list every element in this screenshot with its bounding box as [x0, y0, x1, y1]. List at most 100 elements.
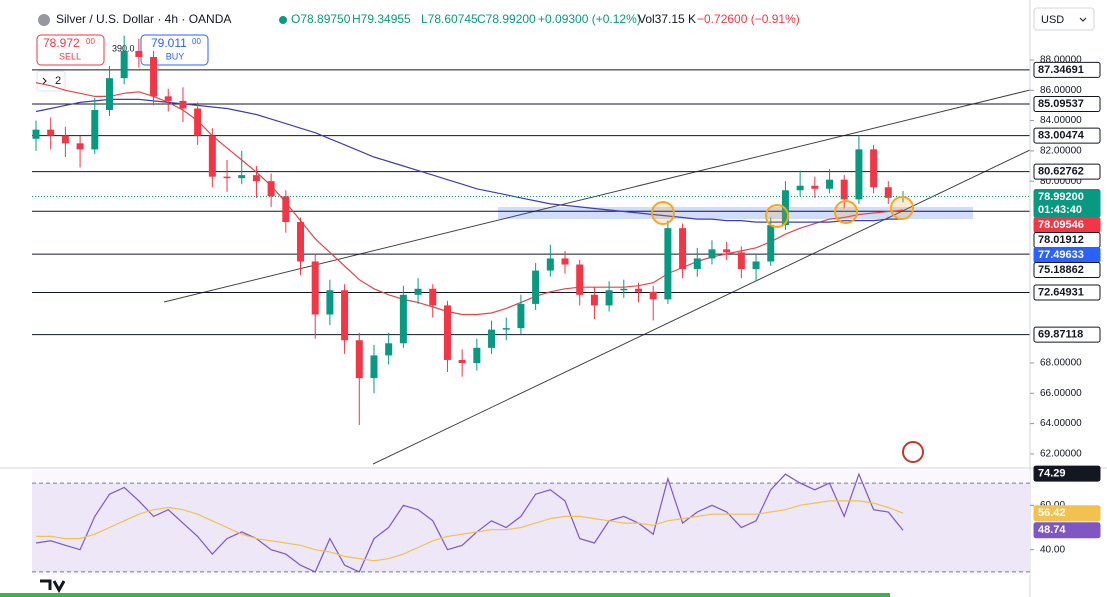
candle-body — [150, 56, 158, 97]
level-tag — [1033, 163, 1101, 180]
moving-average — [35, 82, 904, 316]
candle-body — [708, 249, 716, 259]
level-tag-label: 75.18862 — [1038, 264, 1084, 276]
candle-body — [546, 258, 554, 271]
candle-body — [135, 50, 143, 57]
symbol-icon — [38, 14, 50, 26]
drawings-count: 2 — [55, 75, 61, 87]
open-value: O78.89750 — [291, 12, 351, 26]
rsi-tag — [1033, 465, 1101, 482]
candle-body — [576, 264, 584, 295]
candle-body — [47, 129, 55, 136]
currency-select[interactable] — [1033, 7, 1095, 31]
rsi-tag — [1033, 505, 1101, 522]
candle-body — [737, 252, 745, 270]
candle-body — [61, 135, 69, 144]
candle-body — [634, 288, 642, 292]
y-tick-label: 66.00000 — [1040, 388, 1082, 399]
candle-body — [796, 185, 804, 191]
flag-icon — [902, 441, 924, 463]
candle-body — [590, 294, 598, 306]
price-tag-label: 77.49633 — [1038, 249, 1084, 261]
level-tag — [1033, 61, 1101, 78]
candle-body — [884, 187, 892, 198]
rsi-tag-label: 74.29 — [1038, 467, 1066, 479]
candle-body — [32, 129, 40, 139]
sell-button[interactable] — [36, 34, 105, 66]
toggle-arrow — [42, 77, 47, 85]
y-tick-label: 88.00000 — [1040, 55, 1082, 66]
low-value: L78.60745 — [421, 12, 478, 26]
close-value: C78.99200 — [477, 12, 536, 26]
trend-line — [372, 149, 1031, 465]
price-tag-label: 78.09546 — [1038, 219, 1084, 231]
candle-body — [91, 109, 99, 150]
candle-body — [429, 288, 437, 306]
buy-label: BUY — [166, 51, 185, 61]
candle-body — [664, 228, 672, 300]
candle-body — [267, 181, 275, 197]
buy-price-fraction: 00 — [192, 37, 201, 46]
rsi-line — [35, 472, 904, 573]
dropdown-arrow — [1079, 17, 1087, 22]
candle-body — [341, 290, 349, 341]
candle-body — [414, 288, 422, 295]
y-tick-label: 62.00000 — [1040, 449, 1082, 460]
tradingview-logo — [40, 579, 66, 594]
candle-body — [561, 258, 569, 265]
highlight-circle — [651, 201, 675, 225]
rsi-pane — [32, 470, 1030, 575]
candle-body — [194, 108, 202, 136]
y-tick-label: 82.00000 — [1040, 146, 1082, 157]
level-tag-label: 78.01912 — [1038, 234, 1084, 246]
buy-price: 79.011 — [151, 36, 187, 50]
last-price-tag-label: 78.99200 — [1038, 191, 1084, 203]
sell-label: SELL — [59, 51, 81, 61]
level-tag-label: 69.87118 — [1038, 329, 1083, 341]
candle-body — [179, 100, 187, 109]
highlight-circle — [765, 204, 789, 228]
sell-price: 78.972 — [43, 36, 80, 50]
candle-body — [855, 149, 863, 200]
candle-body — [870, 149, 878, 188]
candle-body — [679, 228, 687, 270]
y-tick-label: 80.00000 — [1040, 176, 1082, 187]
highlight-circle — [890, 196, 914, 220]
candle-body — [252, 175, 260, 182]
candle-body — [370, 355, 378, 379]
y-tick-label: 68.00000 — [1040, 358, 1082, 369]
candle-body — [223, 176, 231, 179]
level-tag-label: 80.62762 — [1038, 166, 1084, 178]
y-tick-label: 84.00000 — [1040, 115, 1082, 126]
candle-body — [326, 290, 334, 315]
rsi-tag-label: 56.42 — [1038, 507, 1066, 519]
y-tick-label: 40.00 — [1040, 544, 1065, 555]
candle-body — [532, 270, 540, 304]
currency-label: USD — [1041, 14, 1064, 26]
candle-body — [649, 291, 657, 300]
candle-body — [105, 78, 113, 110]
level-tag-label: 72.64931 — [1038, 286, 1084, 298]
level-tag — [1033, 95, 1101, 112]
candle-body — [458, 359, 466, 363]
candle-body — [355, 340, 363, 379]
candle-body — [399, 294, 407, 344]
rsi-tag — [1033, 522, 1101, 539]
candle-body — [164, 96, 172, 101]
volume-value: Vol37.15 K — [638, 12, 696, 26]
candle-body — [502, 328, 510, 330]
candle-body — [282, 196, 290, 223]
buy-button[interactable] — [140, 34, 209, 66]
level-tag — [1033, 326, 1101, 343]
progress-bar — [0, 593, 890, 597]
candle-body — [517, 303, 525, 329]
candle-body — [297, 222, 305, 262]
symbol-title: Silver / U.S. Dollar · 4h · OANDA — [56, 12, 231, 26]
market-status — [279, 16, 287, 24]
drawings-toggle[interactable] — [36, 70, 66, 92]
y-tick-label: 64.00000 — [1040, 418, 1082, 429]
candle-body — [473, 347, 481, 363]
level-tag — [1033, 284, 1101, 301]
candle-body — [238, 175, 246, 179]
